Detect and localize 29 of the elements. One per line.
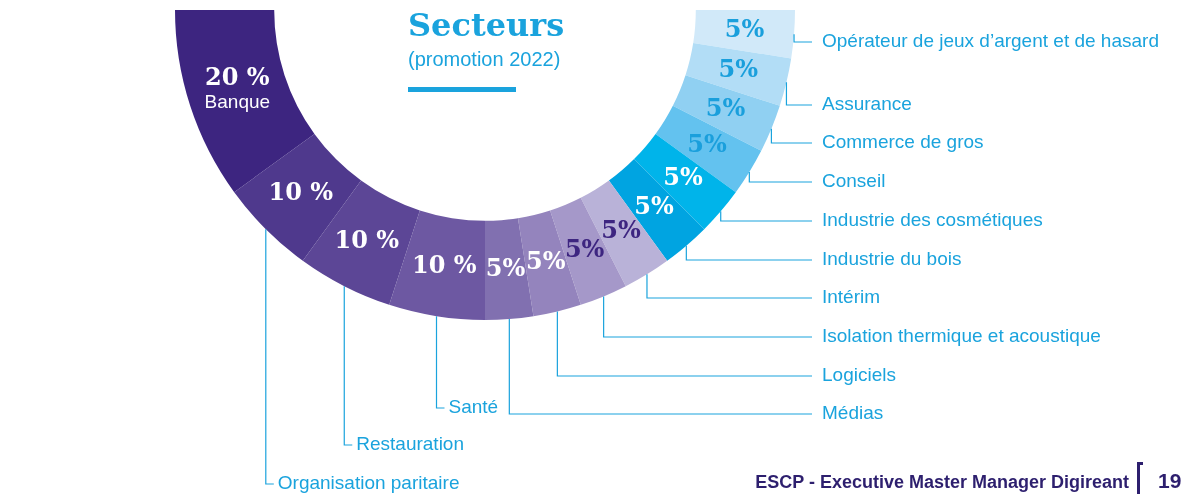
slice-label: Intérim [822, 286, 881, 308]
text: ESCP - Executive Master Manager Digireant [755, 472, 1129, 493]
data-label: 5% [724, 13, 765, 43]
slice-label: Conseil [822, 170, 886, 192]
slice-label: Restauration [356, 433, 464, 455]
text: 19 [1158, 469, 1182, 493]
slice-label: Banque [204, 90, 271, 112]
slice-label: Médias [822, 402, 884, 424]
slice-label: Assurance [822, 93, 912, 115]
data-label: 5% [687, 129, 727, 159]
slice-label: Organisation paritaire [277, 472, 460, 494]
slice-label: Industrie des cosmétiques [822, 209, 1043, 231]
slice-label: Opérateur de jeux d’argent et de hasard [822, 30, 1159, 52]
data-label: 10 % [411, 250, 477, 280]
data-label: 10 % [268, 177, 334, 207]
text: (promotion 2022) [408, 48, 561, 71]
chart-title: Secteurs [408, 6, 565, 44]
data-label: 10 % [334, 225, 400, 255]
slice-label: Logiciels [822, 364, 896, 386]
data-label: 5% [663, 162, 703, 192]
data-label: 5% [718, 54, 759, 84]
data-label: 5% [485, 252, 526, 282]
data-label: 5% [705, 92, 746, 122]
slice-label: Isolation thermique et acoustique [822, 325, 1101, 347]
slice-label: Commerce de gros [822, 131, 984, 153]
slice-label: Industrie du bois [822, 248, 962, 270]
data-label: 20 % [205, 61, 270, 91]
slice-label: Santé [448, 396, 499, 418]
data-label: 5% [526, 246, 566, 276]
